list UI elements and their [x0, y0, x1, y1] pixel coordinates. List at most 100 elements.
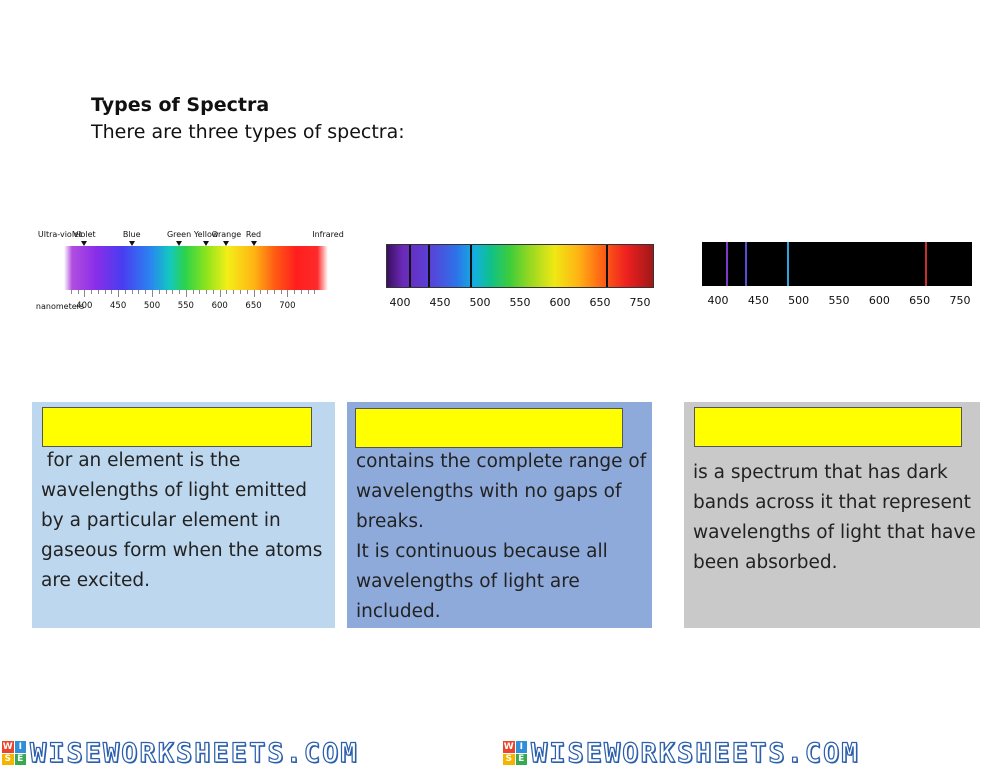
- logo-letter: I: [14, 741, 26, 753]
- emission-spectrum-bar: [702, 242, 972, 286]
- card-text-line: bands across it that represent: [693, 492, 971, 513]
- answer-box-2[interactable]: [355, 408, 623, 448]
- card-text-line: for an element is the: [41, 450, 241, 471]
- logo-letter: E: [14, 753, 26, 765]
- card-1-text: for an element is the wavelengths of ligh…: [41, 446, 327, 596]
- axis-caption: nanometers: [35, 302, 85, 311]
- axis-tick: [287, 290, 289, 297]
- axis-tick: [267, 290, 269, 294]
- axis-tick: [300, 290, 302, 294]
- logo-letter: S: [503, 753, 515, 765]
- tick-label: 600: [868, 294, 890, 307]
- emission-line: [924, 242, 927, 286]
- tick-label: 500: [788, 294, 810, 307]
- axis-tick: [226, 290, 228, 294]
- tick-label: 450: [747, 294, 769, 307]
- card-emission-spectrum: for an element is the wavelengths of ligh…: [32, 402, 335, 628]
- logo-letter: S: [2, 753, 14, 765]
- axis-tick: [314, 290, 316, 294]
- axis-tick: [152, 290, 153, 297]
- card-text-line: contains the complete range of: [356, 451, 647, 472]
- tick-label: 600: [211, 301, 228, 311]
- color-label: Ultra-violet: [37, 230, 83, 239]
- color-marker-icon: [176, 241, 183, 246]
- card-text-line: included.: [356, 601, 441, 622]
- axis-tick: [206, 290, 208, 294]
- intro-text: There are three types of spectra:: [91, 121, 405, 143]
- axis-tick: [138, 290, 140, 294]
- axis-tick: [70, 290, 72, 294]
- color-label: Orange: [211, 230, 242, 239]
- logo-letter: E: [515, 753, 527, 765]
- tick-label: 550: [509, 296, 531, 309]
- color-marker-icon: [81, 241, 88, 246]
- color-marker-icon: [128, 241, 135, 246]
- absorption-spectrum: 400 450 500 550 600 650 750: [380, 240, 670, 320]
- brand-text: WISEWORKSHEETS.COM: [29, 737, 359, 769]
- tick-label: 450: [110, 301, 127, 311]
- tick-label: 550: [177, 301, 194, 311]
- axis-tick: [172, 290, 174, 294]
- tick-label: 600: [549, 296, 571, 309]
- tick-label: 550: [828, 294, 850, 307]
- color-marker-icon: [250, 241, 257, 246]
- axis-tick: [233, 290, 235, 294]
- continuous-spectrum-bar: [64, 246, 328, 290]
- axis-tick: [199, 290, 201, 294]
- tick-label: 500: [469, 296, 491, 309]
- emission-line: [745, 242, 748, 286]
- axis-tick: [77, 290, 79, 294]
- tick-label: 750: [949, 294, 971, 307]
- tick-label: 400: [76, 301, 93, 311]
- tick-label: 650: [909, 294, 931, 307]
- emission-line: [787, 242, 790, 286]
- card-text-line: breaks.: [356, 511, 424, 532]
- axis-tick: [84, 290, 86, 297]
- color-label: Infrared: [312, 230, 344, 239]
- absorption-spectrum-bar: [386, 244, 654, 288]
- absorption-line: [428, 245, 431, 287]
- card-text-line: wavelengths of light are: [356, 571, 580, 592]
- axis-tick: [104, 290, 106, 294]
- axis-tick: [294, 290, 296, 294]
- card-absorption-spectrum: is a spectrum that has dark bands across …: [684, 402, 980, 628]
- absorption-line: [469, 245, 472, 287]
- logo-letter: I: [515, 741, 527, 753]
- tick-label: 500: [143, 301, 161, 311]
- axis-tick: [165, 290, 167, 294]
- continuous-spectrum: Ultra-violet Violet Blue Green Yellow Orange R…: [36, 226, 346, 316]
- axis-tick: [111, 290, 113, 294]
- axis-tick: [145, 290, 147, 294]
- color-label: Green: [166, 230, 192, 239]
- axis-tick: [185, 290, 187, 297]
- axis-tick: [192, 290, 194, 294]
- axis-tick: [273, 290, 275, 294]
- card-3-text: is a spectrum that has dark bands across …: [693, 458, 976, 578]
- answer-box-1[interactable]: [42, 407, 312, 447]
- tick-label: 750: [629, 296, 651, 309]
- card-text-line: been absorbed.: [693, 552, 838, 573]
- card-text-line: wavelengths of light emitted: [41, 480, 308, 501]
- axis-tick: [307, 290, 309, 294]
- card-text-line: are excited.: [41, 570, 151, 591]
- logo-letter: W: [2, 741, 14, 753]
- card-text-line: wavelengths of light that have: [693, 522, 976, 543]
- absorption-line: [409, 245, 411, 287]
- axis-tick: [97, 290, 99, 294]
- card-text-line: It is continuous because all: [356, 541, 608, 562]
- axis-tick: [212, 290, 214, 294]
- axis-tick: [219, 290, 221, 297]
- brand-text: WISEWORKSHEETS.COM: [530, 737, 860, 769]
- card-2-text: contains the complete range of wavelength…: [356, 447, 647, 627]
- card-text-line: wavelengths with no gaps of: [356, 481, 622, 502]
- answer-box-3[interactable]: [694, 407, 962, 447]
- color-label: Yellow: [193, 230, 219, 239]
- card-text-line: gaseous form when the atoms: [41, 540, 323, 561]
- color-marker-icon: [223, 241, 230, 246]
- color-label: Red: [245, 230, 262, 239]
- color-label: Blue: [122, 230, 141, 239]
- axis-tick: [179, 290, 181, 294]
